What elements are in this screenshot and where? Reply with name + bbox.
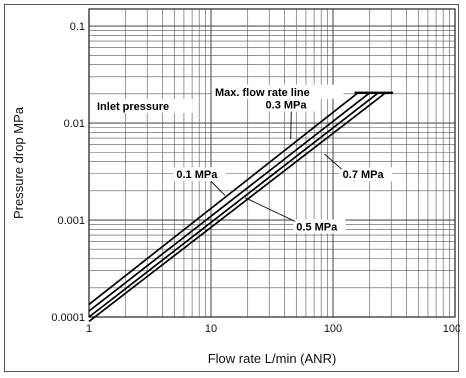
y-tick-label: 0.1 bbox=[70, 21, 85, 33]
pressure-label-0-5-mpa: 0.5 MPa bbox=[296, 221, 338, 233]
pressure-label-0-3-mpa-bg bbox=[262, 97, 315, 112]
pressure-label-0-3-mpa: 0.3 MPa bbox=[266, 100, 308, 112]
series-line-0-3-mpa bbox=[88, 92, 371, 312]
grid bbox=[88, 9, 455, 318]
series-line-0-1-mpa bbox=[88, 92, 359, 306]
pressure-label-0-7-mpa-bg bbox=[339, 167, 392, 182]
inlet-pressure-label: Inlet pressure bbox=[97, 101, 169, 113]
series-line-0-7-mpa bbox=[88, 92, 387, 323]
plot-border bbox=[88, 8, 456, 318]
max-flow-rate-label: Max. flow rate line bbox=[215, 87, 310, 99]
y-tick-label: 0.0001 bbox=[51, 312, 85, 324]
x-tick-label: 100 bbox=[324, 323, 342, 335]
pressure-label-0-5-mpa-bg bbox=[293, 219, 346, 234]
x-tick-label: 10 bbox=[205, 323, 217, 335]
pressure-label-0-1-mpa: 0.1 MPa bbox=[176, 169, 218, 181]
max-flow-rate-label-bg bbox=[212, 84, 344, 99]
pressure-label-0-7-mpa: 0.7 MPa bbox=[343, 169, 385, 181]
annotations: Max. flow rate line Inlet pressure 0.3 MPa… bbox=[94, 84, 393, 234]
label-leader-line bbox=[244, 197, 296, 222]
chart-frame: Max. flow rate line Inlet pressure 0.3 MPa… bbox=[4, 4, 460, 372]
label-leader-line bbox=[210, 180, 226, 196]
inlet-pressure-label-bg bbox=[94, 98, 193, 113]
x-axis-title: Flow rate L/min (ANR) bbox=[208, 351, 337, 366]
pressure-label-0-1-mpa-bg bbox=[173, 167, 226, 182]
y-tick-label: 0.01 bbox=[64, 118, 85, 130]
x-tick-label: 1 bbox=[86, 323, 92, 335]
y-axis-title: Pressure drop MPa bbox=[11, 106, 26, 219]
label-leader-line bbox=[324, 153, 342, 170]
series-lines bbox=[88, 92, 387, 323]
y-tick-label: 0.001 bbox=[57, 215, 85, 227]
series-line-0-5-mpa bbox=[88, 92, 379, 318]
pressure-drop-chart: Max. flow rate line Inlet pressure 0.3 MPa… bbox=[11, 8, 460, 366]
label-leader-line bbox=[290, 111, 292, 140]
